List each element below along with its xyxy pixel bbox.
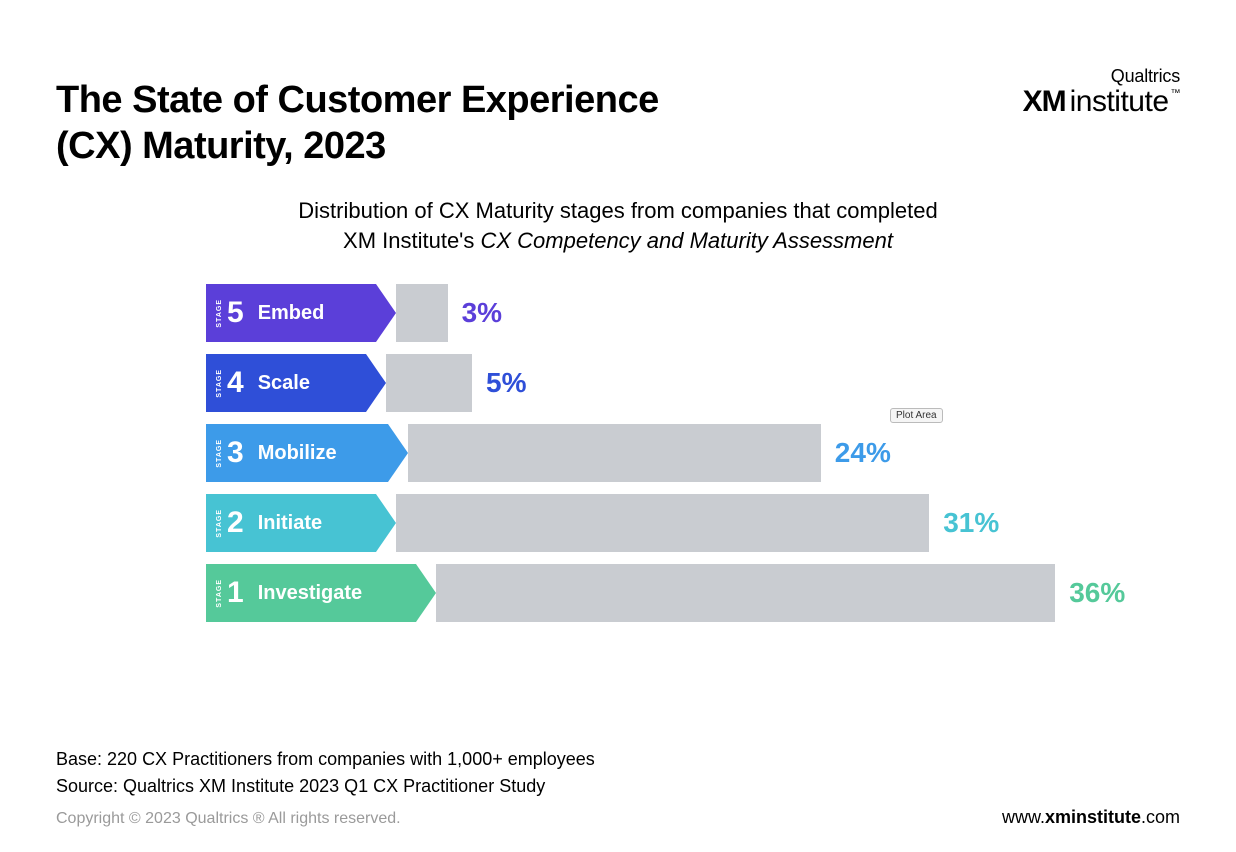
value-label: 5%	[486, 367, 526, 399]
chart-row: STAGE1Investigate36%	[206, 564, 1046, 622]
title-line-1: The State of Customer Experience	[56, 79, 659, 121]
chart-area: STAGE 5 Embed 3% STAGE 4 Scale 5% STAGE 3 Mobilize…	[206, 284, 1046, 634]
bar	[386, 354, 472, 412]
arrow-tip	[376, 494, 396, 552]
stage-arrow: STAGE 5 Embed	[206, 284, 376, 342]
page-title: The State of Customer Experience (CX) Ma…	[56, 78, 659, 169]
qualtrics-logo: Qualtrics XMinstitute™	[1023, 66, 1180, 117]
bar	[436, 564, 1055, 622]
value-label: 24%	[835, 437, 891, 469]
stage-number: 3	[227, 436, 244, 470]
chart-row: STAGE 2 Initiate 31%	[206, 494, 1046, 552]
stage-arrow: STAGE 3 Mobilize	[206, 424, 388, 482]
logo-tm: ™	[1171, 88, 1181, 99]
arrow-tip	[388, 424, 408, 482]
footer-notes: Base: 220 CX Practitioners from companie…	[56, 746, 595, 800]
chart-row: STAGE 5 Embed 3%	[206, 284, 1046, 342]
url-bold: xminstitute	[1045, 807, 1141, 827]
logo-institute: institute	[1070, 85, 1169, 118]
stage-label: Embed	[258, 302, 325, 325]
stage-word: STAGE	[216, 439, 223, 468]
url-suffix: .com	[1141, 807, 1180, 827]
subtitle-line-2-italic: CX Competency and Maturity Assessment	[481, 228, 893, 253]
logo-xm: XM	[1023, 85, 1066, 118]
stage-arrow: STAGE 4 Scale	[206, 354, 366, 412]
chart-row: STAGE 4 Scale 5%	[206, 354, 1046, 412]
bar	[396, 284, 448, 342]
url-prefix: www.	[1002, 807, 1045, 827]
bar	[408, 424, 821, 482]
copyright: Copyright © 2023 Qualtrics ® All rights …	[56, 810, 401, 828]
title-line-2: (CX) Maturity, 2023	[56, 125, 386, 167]
stage-arrow: STAGE 1 Investigate	[206, 564, 416, 622]
arrow-tip	[376, 284, 396, 342]
plot-area-badge: Plot Area	[890, 408, 943, 423]
stage-word: STAGE	[216, 509, 223, 538]
stage-word: STAGE	[216, 369, 223, 398]
stage-label: Scale	[258, 372, 310, 395]
footer-base: Base: 220 CX Practitioners from companie…	[56, 746, 595, 773]
stage-number: 4	[227, 366, 244, 400]
subtitle-line-2-prefix: XM Institute's	[343, 228, 480, 253]
arrow-tip	[416, 564, 436, 622]
stage-word: STAGE	[216, 299, 223, 328]
stage-number: 1	[227, 576, 244, 610]
value-label: 31%	[943, 507, 999, 539]
subtitle: Distribution of CX Maturity stages from …	[0, 196, 1236, 255]
stage-label: Initiate	[258, 512, 322, 535]
logo-bottom: XMinstitute™	[1023, 87, 1180, 117]
footer-source: Source: Qualtrics XM Institute 2023 Q1 C…	[56, 773, 595, 800]
stage-label: Mobilize	[258, 442, 337, 465]
arrow-tip	[366, 354, 386, 412]
stage-label: Investigate	[258, 582, 362, 605]
header-row: The State of Customer Experience (CX) Ma…	[56, 78, 1180, 169]
stage-arrow: STAGE 2 Initiate	[206, 494, 376, 552]
chart-row: STAGE 3 Mobilize 24%	[206, 424, 1046, 482]
value-label: 3%	[462, 297, 502, 329]
stage-number: 2	[227, 506, 244, 540]
logo-top: Qualtrics	[1023, 66, 1180, 87]
value-label: 36%	[1069, 577, 1125, 609]
stage-word: STAGE	[216, 579, 223, 608]
subtitle-line-1: Distribution of CX Maturity stages from …	[298, 198, 938, 223]
stage-number: 5	[227, 296, 244, 330]
site-url: www.xminstitute.com	[1002, 807, 1180, 828]
bar	[396, 494, 929, 552]
